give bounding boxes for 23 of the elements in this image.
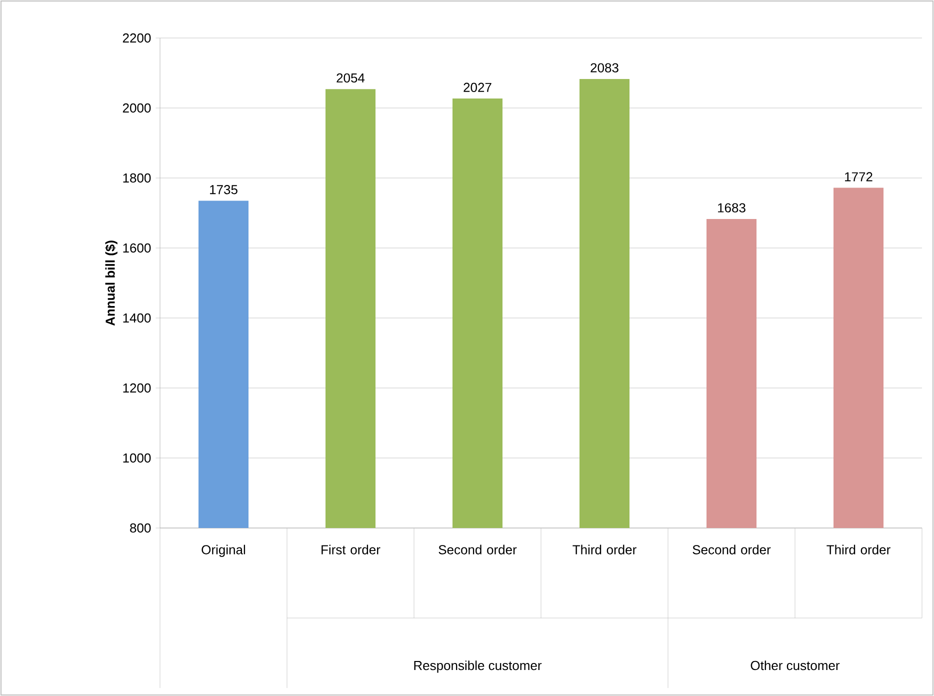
y-tick-label: 2000 bbox=[122, 103, 151, 113]
text: Responsible customer bbox=[414, 660, 542, 673]
data-label: 2083 bbox=[590, 63, 618, 72]
y-tick-label: 1000 bbox=[123, 453, 151, 463]
data-label: 2054 bbox=[336, 73, 365, 83]
text: Other customer bbox=[750, 660, 840, 670]
y-tick-label: 1600 bbox=[123, 243, 151, 253]
x-tick-label: Third order bbox=[572, 544, 636, 554]
x-tick-label: First order bbox=[322, 544, 380, 554]
x-tick-label: Third order bbox=[826, 544, 890, 554]
x-tick-label: Second order bbox=[692, 544, 771, 554]
data-label: 1735 bbox=[210, 185, 238, 194]
y-tick-label: 2200 bbox=[122, 33, 151, 43]
y-axis-title: Annual bill ($) bbox=[105, 240, 118, 326]
y-tick-label: 800 bbox=[130, 523, 151, 533]
y-tick-label: 1200 bbox=[123, 383, 151, 393]
data-label: 2027 bbox=[464, 82, 492, 92]
y-tick-label: 1800 bbox=[123, 173, 151, 183]
x-tick-label: Second order bbox=[438, 544, 517, 554]
data-label: 1683 bbox=[718, 203, 746, 212]
x-tick-label: Original bbox=[202, 544, 246, 557]
y-tick-label: 1400 bbox=[123, 313, 151, 323]
data-label: 1772 bbox=[845, 172, 872, 182]
